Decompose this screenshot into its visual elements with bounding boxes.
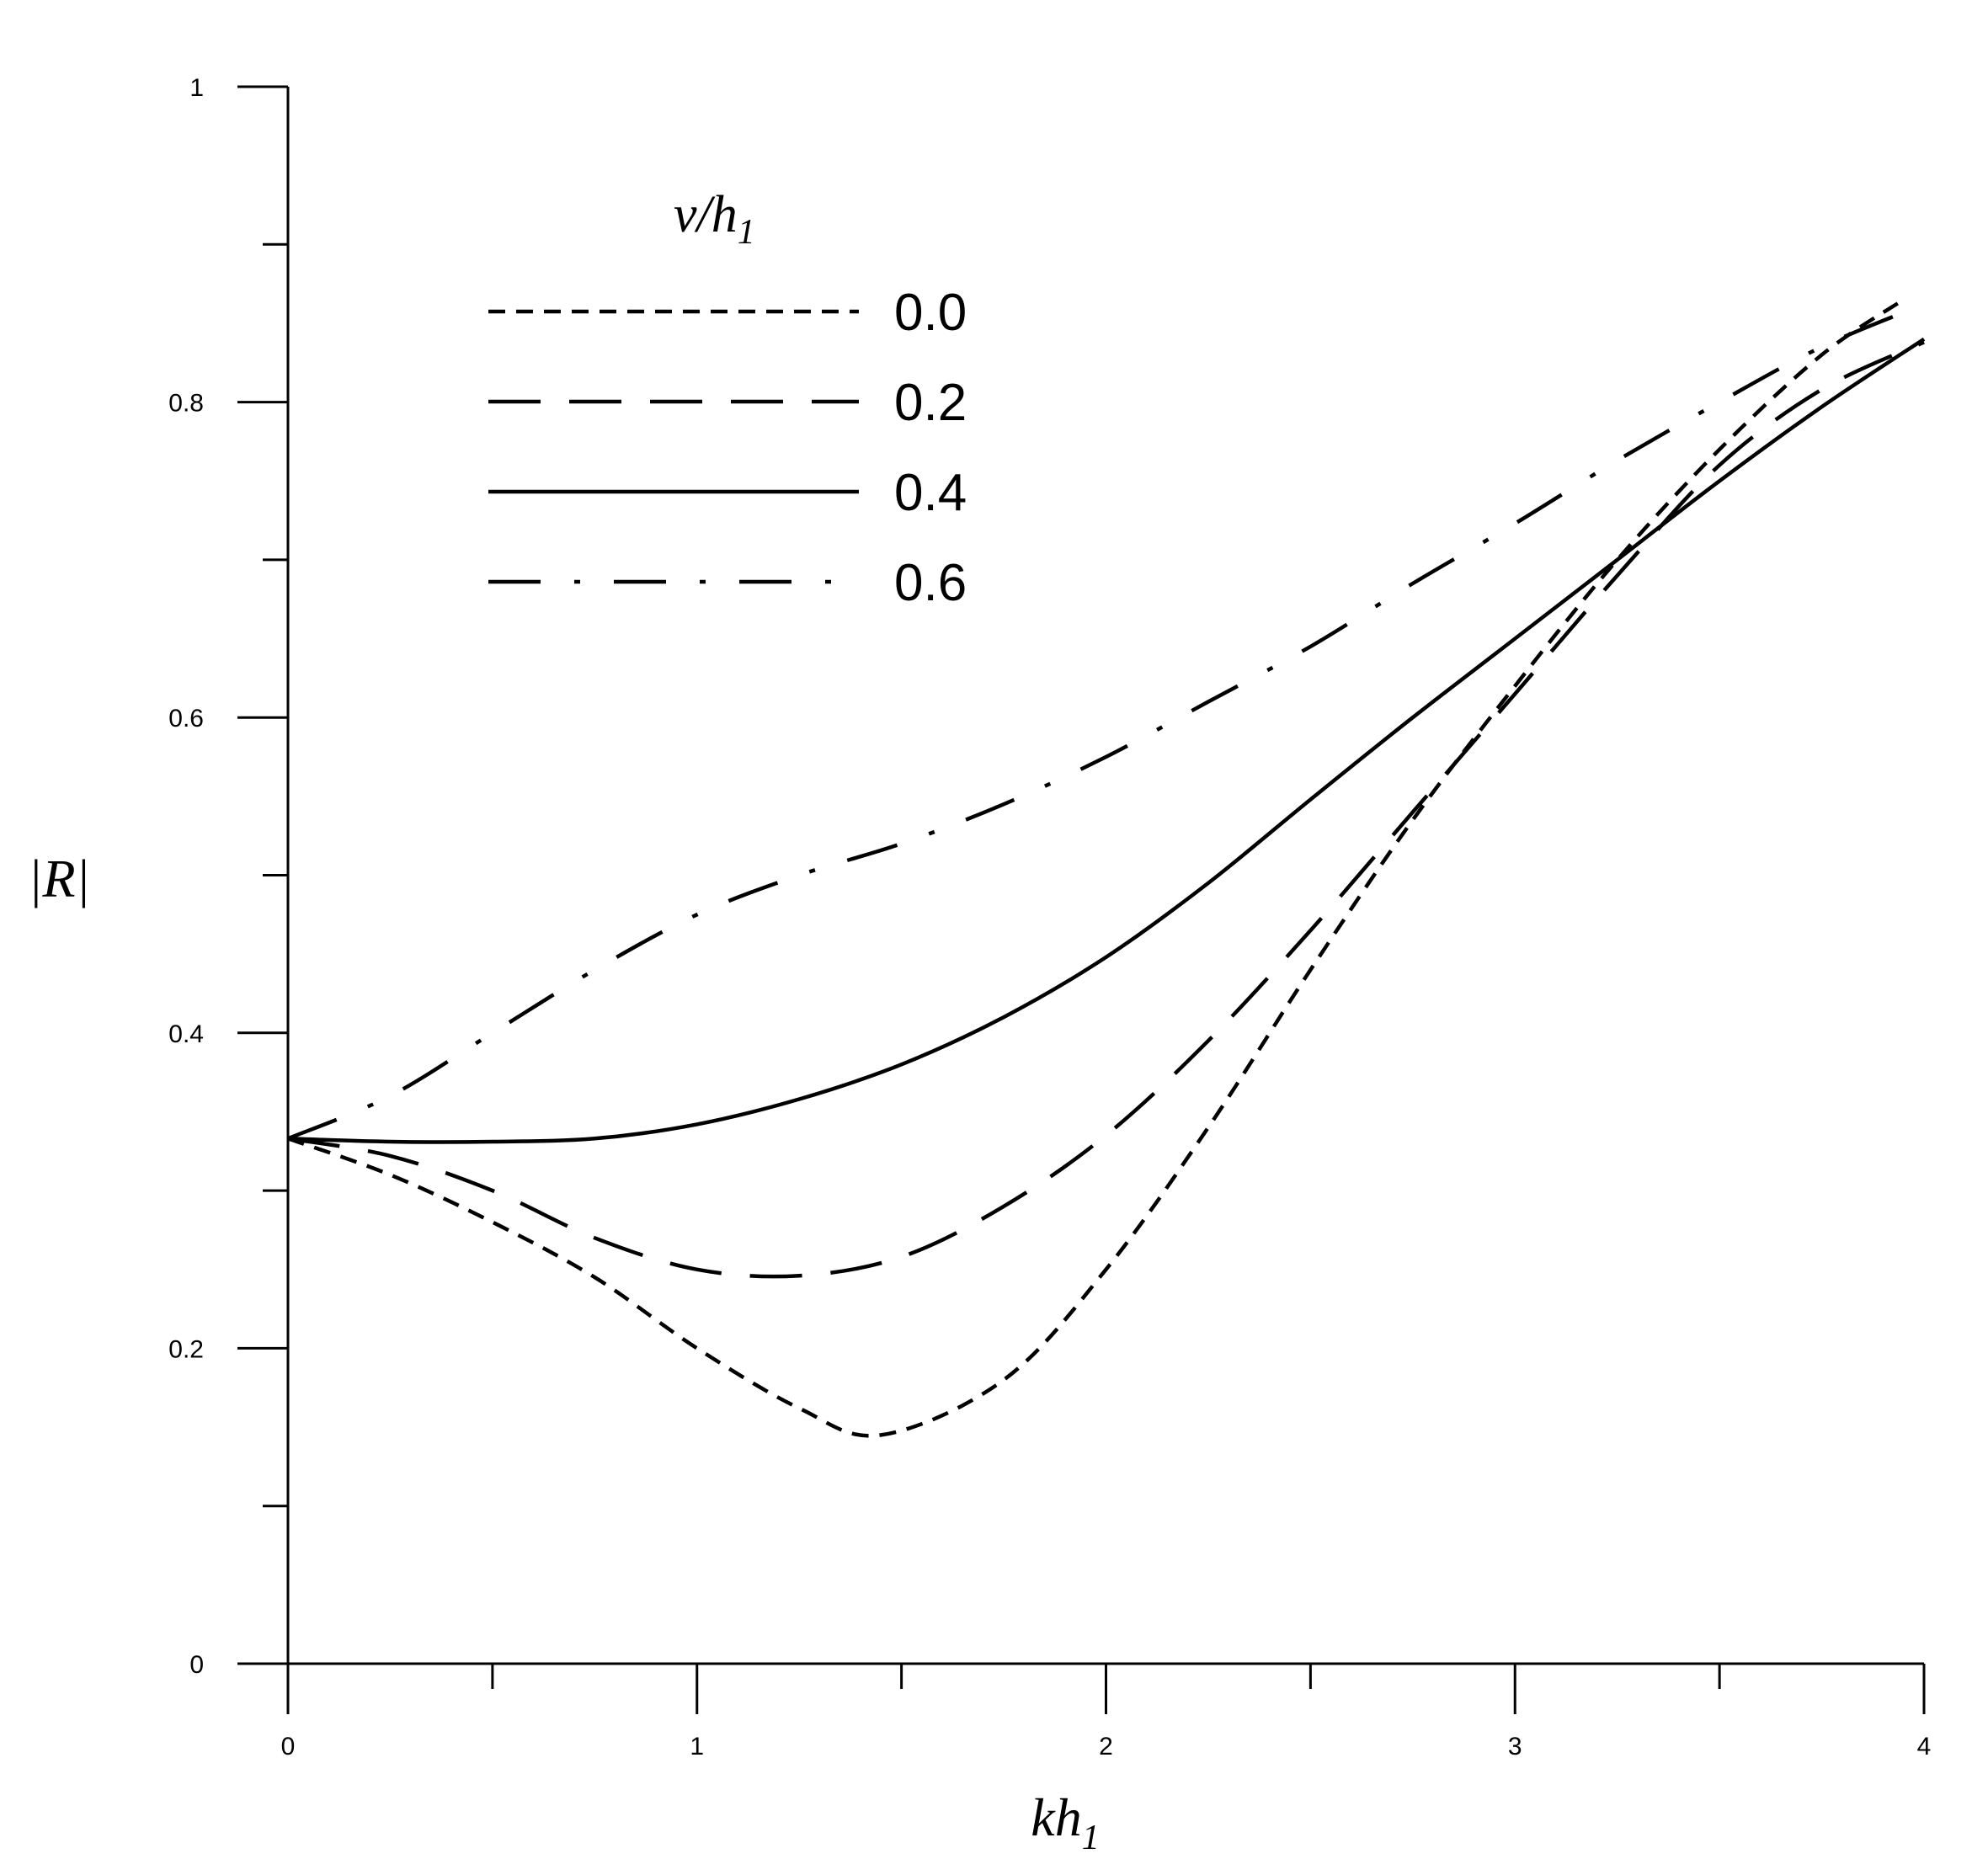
legend-items: 0.0 0.2 0.4 0.6 <box>488 284 967 612</box>
series-line-0.0 <box>287 298 1905 1438</box>
legend-title-main: v/h <box>674 186 738 243</box>
legend-title-sub: 1 <box>738 213 755 252</box>
x-tick-label: 3 <box>1508 1733 1522 1760</box>
x-tick-label: 2 <box>1099 1733 1113 1760</box>
x-axis-title-sub: 1 <box>1082 1819 1100 1857</box>
y-ticks: 0 0.2 0.4 0.6 0.8 1 <box>168 74 288 1679</box>
legend-label: 0.6 <box>894 554 967 612</box>
x-axis-title-main: kh <box>1031 1787 1081 1847</box>
x-ticks: 0 1 2 3 4 <box>281 1664 1932 1760</box>
legend-label: 0.0 <box>894 284 967 342</box>
y-tick-label: 0.2 <box>168 1335 204 1363</box>
y-tick-label: 0.4 <box>168 1020 204 1048</box>
y-tick-label: 1 <box>189 74 204 102</box>
x-tick-label: 1 <box>690 1733 704 1760</box>
y-tick-label: 0 <box>189 1651 204 1679</box>
series-line-0.4 <box>287 337 1926 1144</box>
x-tick-label: 0 <box>281 1733 296 1760</box>
x-axis-title: kh1 <box>1031 1787 1099 1857</box>
legend-label: 0.2 <box>894 374 967 432</box>
series-line-0.2 <box>287 340 1925 1279</box>
series-group <box>287 298 1926 1438</box>
y-tick-label: 0.8 <box>168 390 204 418</box>
axes: 0 0.2 0.4 0.6 0.8 1 0 1 2 3 4 <box>168 74 1931 1760</box>
legend-label: 0.4 <box>894 464 967 522</box>
y-axis-title: |R| <box>28 849 90 908</box>
legend-title: v/h1 <box>674 186 755 252</box>
y-tick-label: 0.6 <box>168 705 204 732</box>
legend: v/h1 0.0 0.2 0.4 0.6 <box>488 186 967 612</box>
series-line-0.6 <box>287 302 1925 1141</box>
x-tick-label: 4 <box>1917 1733 1932 1760</box>
